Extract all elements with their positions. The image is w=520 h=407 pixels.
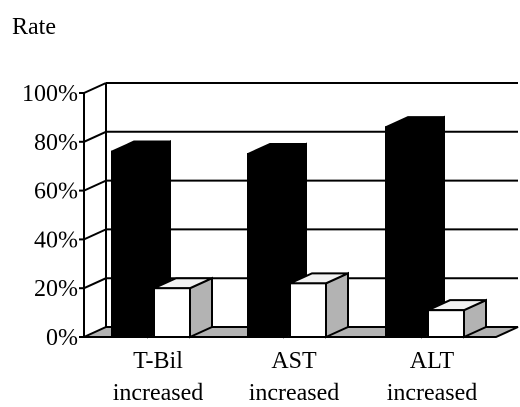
category-label-line2: increased — [113, 380, 204, 406]
grid-depth-line — [83, 228, 107, 241]
bar-series-1 — [247, 142, 307, 339]
category-labels: T-Bil increased AST increased ALT increased — [113, 348, 478, 406]
bars — [111, 115, 487, 339]
category-label-line2: increased — [387, 380, 478, 406]
bar-series-2 — [289, 271, 349, 339]
grid-depth-line — [83, 277, 107, 290]
y-tick-label: 40% — [34, 227, 78, 253]
y-tick-label: 60% — [34, 179, 78, 205]
category-label-line1: ALT — [410, 348, 455, 374]
bar-series-2 — [427, 298, 487, 339]
grid-depth-line — [83, 82, 107, 94]
bar-front — [427, 309, 465, 339]
bar-front — [247, 153, 285, 338]
bar-front — [111, 150, 149, 338]
grid-depth-line — [83, 179, 107, 192]
bar-series-2 — [153, 276, 213, 339]
category-label-line1: T-Bil — [133, 348, 183, 374]
gridlines — [83, 82, 518, 290]
y-tick-label: 0% — [46, 325, 78, 351]
bar-front — [385, 126, 423, 338]
y-tick-label: 20% — [34, 276, 78, 302]
y-axis-title: Rate — [12, 14, 56, 40]
bar-front — [289, 282, 327, 339]
y-tick-label: 100% — [22, 81, 78, 107]
grid-depth-line — [83, 130, 107, 143]
category-label-line1: AST — [271, 348, 317, 374]
y-tick-label: 80% — [34, 130, 78, 156]
bar-front — [153, 287, 191, 339]
category-label-line2: increased — [249, 380, 340, 406]
y-axis — [79, 83, 107, 338]
bar-series-1 — [385, 115, 445, 339]
y-tick-labels: 0% 20% 40% 60% 80% 100% — [22, 81, 78, 351]
